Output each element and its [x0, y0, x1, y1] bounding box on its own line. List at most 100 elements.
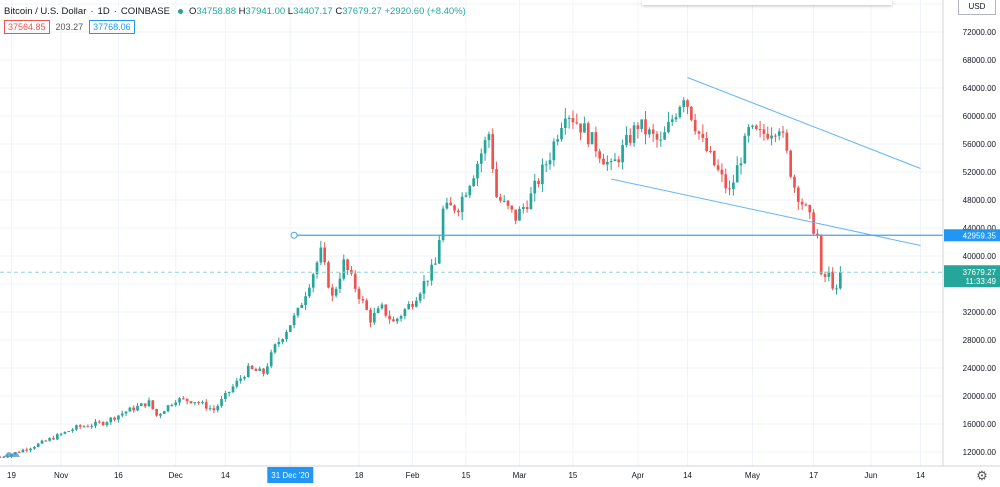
candle-body [136, 405, 139, 411]
candle [269, 349, 273, 369]
candle [193, 401, 197, 406]
candle [109, 416, 113, 426]
candle [590, 131, 594, 145]
candle-body [250, 365, 254, 369]
candle-body [774, 135, 777, 137]
interval-label[interactable]: 1D [97, 5, 110, 17]
candle [220, 395, 223, 408]
candle-body [525, 207, 529, 210]
candle-body [533, 180, 537, 194]
candle-body [743, 135, 747, 164]
candle-body [789, 150, 793, 177]
candle [201, 400, 204, 405]
candle-body [716, 165, 720, 170]
grid-lines [0, 0, 943, 466]
candle-body [220, 399, 223, 406]
candle [25, 447, 29, 453]
candle [407, 301, 411, 310]
candle [659, 131, 663, 147]
candle [273, 343, 277, 354]
candle-body [701, 133, 705, 138]
price-tick-label: 40000.00 [963, 252, 997, 261]
candle-body [227, 391, 231, 394]
candle [617, 156, 621, 168]
gear-icon[interactable]: ⚙ [976, 468, 988, 483]
currency-label[interactable]: USD [958, 0, 996, 15]
candle [369, 307, 372, 328]
candle-body [502, 200, 506, 202]
candle [605, 155, 609, 171]
time-tick-label: 16 [114, 471, 123, 480]
candle-body [808, 205, 812, 213]
candle [724, 168, 728, 194]
candle-body [44, 440, 48, 442]
candle [560, 122, 563, 142]
symbol-name[interactable]: Bitcoin / U.S. Dollar [4, 5, 87, 17]
candle-body [418, 293, 422, 301]
candle-body [472, 178, 475, 187]
candle-body [193, 402, 197, 404]
candle [812, 209, 815, 235]
candle-body [323, 247, 327, 263]
candle-body [720, 169, 724, 175]
candle [464, 192, 468, 198]
candle [739, 157, 743, 175]
candle [472, 175, 475, 188]
candle-body [835, 288, 838, 290]
candle-body [338, 278, 342, 289]
candle [487, 131, 491, 148]
candle-body [590, 132, 594, 145]
candle [621, 139, 624, 170]
candle-body [201, 402, 204, 404]
candle-body [453, 205, 456, 211]
candle-body [457, 210, 460, 213]
candle [712, 150, 716, 167]
buy-price-button[interactable]: 37768.06 [89, 20, 135, 34]
candle [212, 405, 216, 414]
time-tick-label: Jun [864, 471, 877, 480]
candle-body [796, 187, 800, 202]
time-tick-label: 17 [809, 471, 818, 480]
candle [449, 196, 453, 206]
upper-trendline [687, 77, 921, 169]
candle-body [235, 380, 239, 387]
candle-body [311, 274, 315, 288]
candle-body [300, 304, 304, 308]
candle-body [113, 417, 116, 420]
candle-body [541, 164, 544, 185]
candle [75, 424, 78, 431]
candle [655, 130, 659, 148]
candle [71, 427, 74, 433]
candle-body [296, 307, 300, 316]
candle [667, 111, 670, 134]
candle-body [361, 299, 365, 301]
candle-body [506, 200, 510, 206]
candle-body [59, 433, 63, 435]
candle-body [384, 304, 388, 316]
time-axis-background [0, 466, 1000, 484]
candle-body [357, 288, 361, 300]
price-tick-label: 56000.00 [963, 140, 997, 149]
candle-body [239, 378, 242, 381]
candle-body [224, 393, 227, 400]
candle [342, 254, 346, 281]
candle [399, 314, 403, 322]
time-axis: 19 Nov 16 Dec 14 31 Dec '20 18 Feb 15 Mar 15 Apr 14 M… [0, 465, 1000, 484]
candle [315, 260, 319, 279]
candle [117, 415, 120, 423]
candle-body [185, 398, 189, 402]
candle-body [216, 405, 220, 411]
sell-price-button[interactable]: 37564.85 [4, 20, 50, 34]
candle [758, 120, 762, 138]
candle [353, 270, 357, 293]
candle [418, 291, 422, 304]
candle [781, 125, 785, 138]
candle-body [712, 151, 716, 166]
candle [262, 367, 265, 377]
candle [804, 202, 808, 207]
candle [460, 192, 464, 221]
candle [170, 403, 174, 407]
candle [747, 124, 750, 143]
